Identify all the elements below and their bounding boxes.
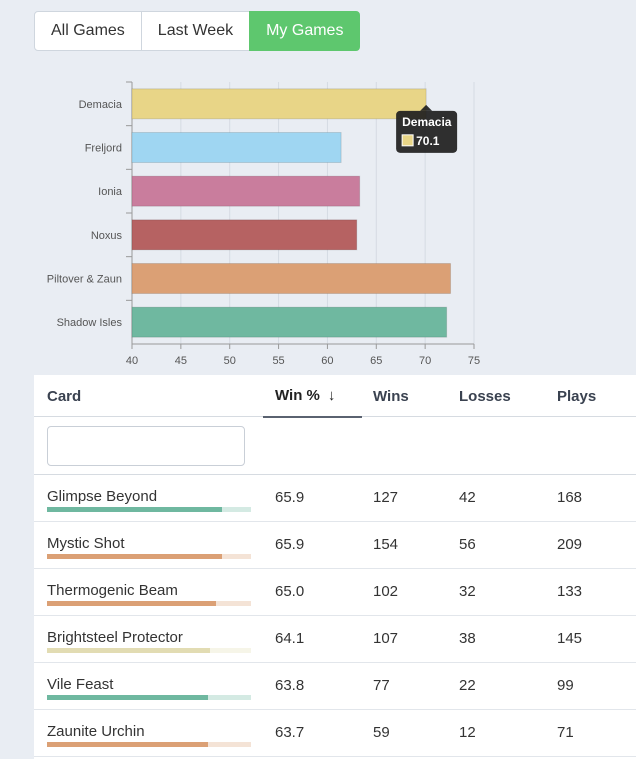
bar-freljord xyxy=(131,132,342,163)
losses-cell: 12 xyxy=(459,724,476,741)
x-tick-label: 55 xyxy=(272,355,284,367)
winrate-bar-fill xyxy=(47,742,209,747)
y-tick-label: Noxus xyxy=(91,230,123,242)
x-tick-label: 40 xyxy=(126,355,138,367)
plays-cell: 133 xyxy=(557,583,583,600)
tooltip-value: 70.1 xyxy=(416,134,440,148)
plays-cell: 168 xyxy=(557,489,583,506)
table-header: Card Win % ↓ Wins Losses Plays xyxy=(34,375,636,418)
table-row[interactable]: Brightsteel Protector 64.1 107 38 145 xyxy=(34,616,636,663)
card-name: Mystic Shot xyxy=(47,535,125,552)
wins-cell: 127 xyxy=(373,489,399,506)
column-header-card[interactable]: Card xyxy=(47,387,82,405)
tooltip-swatch xyxy=(401,134,414,147)
filter-row xyxy=(34,417,636,475)
x-tick-label: 45 xyxy=(175,355,187,367)
wins-cell: 59 xyxy=(373,724,390,741)
winrate-bar-fill xyxy=(47,507,223,512)
card-filter-input[interactable] xyxy=(47,426,245,466)
win-pct-cell: 64.1 xyxy=(275,630,305,647)
winrate-bar-track xyxy=(47,507,251,512)
losses-cell: 56 xyxy=(459,536,476,553)
card-name: Brightsteel Protector xyxy=(47,629,183,646)
losses-cell: 42 xyxy=(459,489,476,506)
plays-cell: 99 xyxy=(557,677,574,694)
plays-cell: 71 xyxy=(557,724,574,741)
column-header-wins[interactable]: Wins xyxy=(373,387,409,405)
card-name: Thermogenic Beam xyxy=(47,582,178,599)
tab-last-week[interactable]: Last Week xyxy=(140,11,251,51)
tab-my-games[interactable]: My Games xyxy=(249,11,361,51)
bar-shadow-isles xyxy=(131,306,448,338)
winrate-bar-track xyxy=(47,601,251,606)
x-tick-label: 65 xyxy=(370,355,382,367)
losses-cell: 32 xyxy=(459,583,476,600)
bar-noxus xyxy=(131,219,358,251)
y-tick-label: Piltover & Zaun xyxy=(47,274,122,286)
y-tick-label: Freljord xyxy=(85,143,122,155)
y-tick-label: Shadow Isles xyxy=(57,317,123,329)
cards-table: Card Win % ↓ Wins Losses Plays Glimpse Be… xyxy=(34,375,636,759)
x-tick-label: 60 xyxy=(321,355,333,367)
table-row[interactable]: Mystic Shot 65.9 154 56 209 xyxy=(34,522,636,569)
win-pct-cell: 63.8 xyxy=(275,677,305,694)
filter-tabs: All Games Last Week My Games xyxy=(34,11,361,51)
winrate-bar-fill xyxy=(47,695,209,700)
winrate-bar-track xyxy=(47,695,251,700)
column-header-losses[interactable]: Losses xyxy=(459,387,511,405)
tooltip-caret xyxy=(420,104,433,111)
wins-cell: 107 xyxy=(373,630,399,647)
win-pct-cell: 65.0 xyxy=(275,583,305,600)
card-name: Glimpse Beyond xyxy=(47,488,158,505)
losses-cell: 38 xyxy=(459,630,476,647)
wins-cell: 77 xyxy=(373,677,390,694)
chart-tooltip: Demacia 70.1 xyxy=(396,104,458,153)
bar-ionia xyxy=(131,175,361,207)
region-winrate-chart: 40 45 50 55 60 65 70 75 Demacia Freljord Ionia Noxu… xyxy=(47,81,480,367)
winrate-bar-fill xyxy=(47,554,223,559)
win-pct-cell: 63.7 xyxy=(275,724,305,741)
x-tick-label: 75 xyxy=(468,355,480,367)
column-header-plays[interactable]: Plays xyxy=(557,387,597,405)
plays-cell: 209 xyxy=(557,536,583,553)
winrate-bar-fill xyxy=(47,601,217,606)
table-row[interactable]: Vile Feast 63.8 77 22 99 xyxy=(34,663,636,710)
win-pct-cell: 65.9 xyxy=(275,536,305,553)
tooltip-title: Demacia xyxy=(402,115,452,129)
losses-cell: 22 xyxy=(459,677,476,694)
tab-all-games[interactable]: All Games xyxy=(34,11,142,51)
winrate-bar-track xyxy=(47,648,251,653)
table-row[interactable]: Zaunite Urchin 63.7 59 12 71 xyxy=(34,710,636,757)
bar-piltover-zaun xyxy=(131,263,452,294)
plays-cell: 145 xyxy=(557,630,583,647)
bar-demacia xyxy=(131,88,427,120)
column-header-win-pct[interactable]: Win % ↓ xyxy=(263,375,362,418)
table-row[interactable]: Glimpse Beyond 65.9 127 42 168 xyxy=(34,475,636,522)
table-row[interactable]: Thermogenic Beam 65.0 102 32 133 xyxy=(34,569,636,616)
wins-cell: 154 xyxy=(373,536,399,553)
y-tick-label: Ionia xyxy=(98,186,123,198)
y-tick-label: Demacia xyxy=(79,99,123,111)
win-pct-cell: 65.9 xyxy=(275,489,305,506)
x-tick-label: 70 xyxy=(419,355,431,367)
winrate-bar-track xyxy=(47,554,251,559)
wins-cell: 102 xyxy=(373,583,399,600)
x-tick-label: 50 xyxy=(224,355,236,367)
winrate-bar-fill xyxy=(47,648,211,653)
card-name: Vile Feast xyxy=(47,676,114,693)
arrow-down-icon: ↓ xyxy=(327,387,336,404)
winrate-bar-track xyxy=(47,742,251,747)
card-name: Zaunite Urchin xyxy=(47,723,145,740)
